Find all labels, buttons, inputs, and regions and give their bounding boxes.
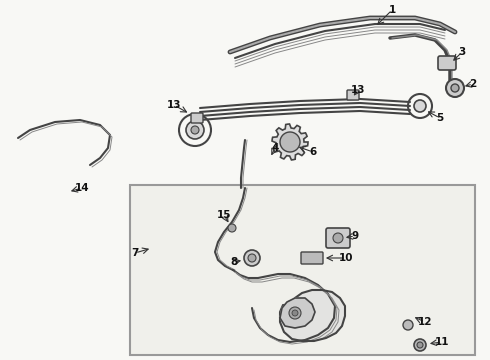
FancyBboxPatch shape (301, 252, 323, 264)
Text: 1: 1 (389, 5, 395, 15)
FancyBboxPatch shape (130, 185, 475, 355)
FancyBboxPatch shape (326, 228, 350, 248)
Circle shape (289, 307, 301, 319)
Text: 13: 13 (167, 100, 181, 110)
Text: 11: 11 (435, 337, 449, 347)
Text: 8: 8 (230, 257, 238, 267)
Text: 13: 13 (351, 85, 365, 95)
Text: 7: 7 (131, 248, 139, 258)
FancyBboxPatch shape (347, 90, 359, 100)
Text: 2: 2 (469, 79, 477, 89)
Text: 9: 9 (351, 231, 359, 241)
Circle shape (244, 250, 260, 266)
Circle shape (280, 132, 300, 152)
Circle shape (417, 342, 423, 348)
Polygon shape (280, 290, 345, 341)
FancyBboxPatch shape (438, 56, 456, 70)
Circle shape (446, 79, 464, 97)
Circle shape (414, 339, 426, 351)
Text: 10: 10 (339, 253, 353, 263)
Circle shape (414, 100, 426, 112)
Text: 6: 6 (309, 147, 317, 157)
Text: 4: 4 (271, 143, 279, 153)
Circle shape (333, 233, 343, 243)
Circle shape (292, 310, 298, 316)
Text: 14: 14 (74, 183, 89, 193)
Circle shape (186, 121, 204, 139)
Text: 12: 12 (418, 317, 432, 327)
Circle shape (403, 320, 413, 330)
Polygon shape (272, 124, 308, 160)
FancyBboxPatch shape (191, 113, 203, 123)
Circle shape (191, 126, 199, 134)
Polygon shape (280, 298, 315, 328)
Text: 3: 3 (458, 47, 466, 57)
Circle shape (228, 224, 236, 232)
Text: 5: 5 (437, 113, 443, 123)
Text: 15: 15 (217, 210, 231, 220)
Circle shape (451, 84, 459, 92)
Circle shape (248, 254, 256, 262)
